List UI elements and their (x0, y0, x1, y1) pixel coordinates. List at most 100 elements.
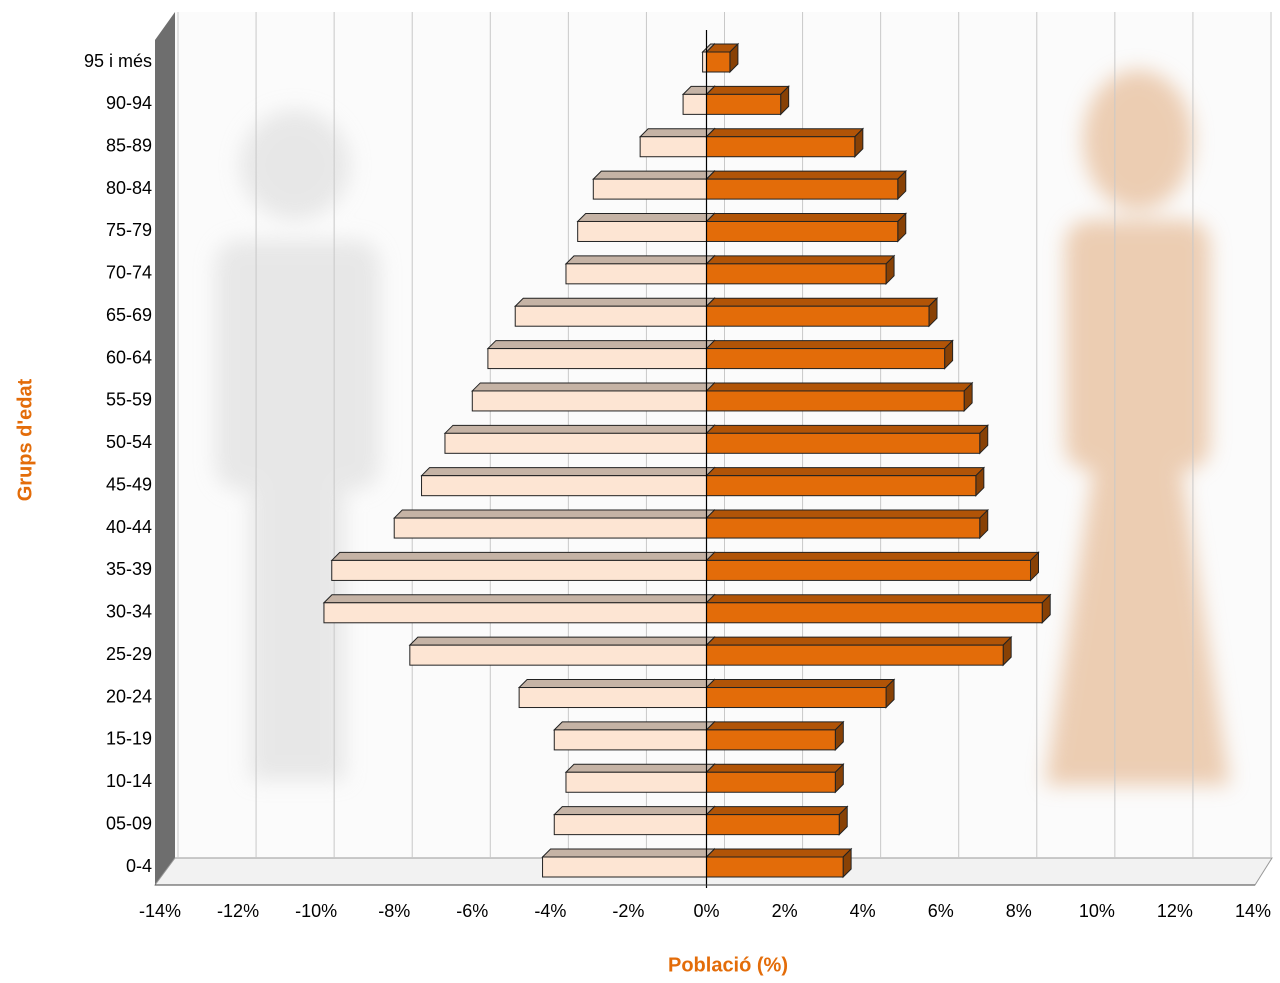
y-tick-label: 70-74 (106, 263, 152, 283)
y-tick-label: 05-09 (106, 813, 152, 833)
y-tick-label: 15-19 (106, 729, 152, 749)
bar (706, 220, 899, 242)
bar-top (705, 763, 845, 773)
bar-top (705, 806, 849, 816)
bar-top (705, 721, 845, 731)
bar-top (514, 297, 716, 307)
bar (706, 687, 887, 709)
bar (565, 771, 707, 793)
bar (444, 432, 707, 454)
bar-top (705, 679, 896, 689)
x-tick-label: 6% (928, 901, 954, 921)
y-tick-label: 95 i més (84, 51, 152, 71)
bar (514, 305, 707, 327)
x-tick-label: 10% (1079, 901, 1115, 921)
y-tick-label: 85-89 (106, 135, 152, 155)
bar (706, 348, 946, 370)
bar-top (705, 340, 954, 350)
bar-top (705, 382, 974, 392)
bar-top (393, 509, 716, 519)
x-tick-label: -2% (612, 901, 644, 921)
y-tick-label: 35-39 (106, 559, 152, 579)
x-tick-label: -12% (217, 901, 259, 921)
bar (682, 93, 707, 115)
bar-top (322, 594, 716, 604)
bar-top (576, 212, 716, 222)
bar-top (330, 551, 716, 561)
y-tick-label: 80-84 (106, 178, 152, 198)
bar (706, 51, 731, 73)
y-tick-label: 20-24 (106, 686, 152, 706)
bar-top (705, 848, 853, 858)
y-tick-label: 60-64 (106, 347, 152, 367)
bar (706, 644, 1004, 666)
bar (471, 390, 707, 412)
y-tick-label: 10-14 (106, 771, 152, 791)
bar (706, 305, 930, 327)
bar (706, 517, 981, 539)
bar (393, 517, 707, 539)
bar (331, 559, 707, 581)
bar (706, 602, 1043, 624)
bar-top (486, 340, 716, 350)
x-tick-label: 14% (1235, 901, 1271, 921)
y-tick-label: 45-49 (106, 474, 152, 494)
y-tick-label: 75-79 (106, 220, 152, 240)
y-tick-label: 0-4 (126, 856, 152, 876)
bar (577, 220, 707, 242)
bar (565, 263, 707, 285)
bar (706, 263, 887, 285)
y-tick-label: 65-69 (106, 305, 152, 325)
bar (706, 771, 836, 793)
bar (542, 856, 707, 878)
bar-top (443, 424, 716, 434)
x-tick-label: -4% (534, 901, 566, 921)
x-tick-label: 8% (1006, 901, 1032, 921)
bar (639, 136, 707, 158)
bar-top (408, 636, 716, 646)
bar-top (705, 212, 907, 222)
bar-top (517, 679, 716, 689)
bar (518, 687, 708, 709)
bar-top (705, 594, 1052, 604)
bar (553, 729, 708, 751)
bar-top (705, 551, 1040, 561)
bar-top (705, 255, 896, 265)
bar-top (592, 170, 716, 180)
bar-top (705, 128, 865, 138)
y-axis-title: Grups d'edat (14, 378, 36, 501)
bar-top (471, 382, 716, 392)
bar (553, 814, 708, 836)
bar-top (705, 424, 989, 434)
x-tick-label: 4% (850, 901, 876, 921)
bar-top (564, 763, 716, 773)
x-tick-label: -6% (456, 901, 488, 921)
y-tick-label: 25-29 (106, 644, 152, 664)
x-tick-label: -8% (378, 901, 410, 921)
bar-top (553, 806, 716, 816)
y-tick-label: 40-44 (106, 517, 152, 537)
bar (421, 475, 707, 497)
bar (706, 432, 981, 454)
bar (706, 93, 782, 115)
bar-top (705, 467, 986, 477)
y-tick-label: 55-59 (106, 390, 152, 410)
x-tick-label: -14% (139, 901, 181, 921)
x-tick-label: 12% (1157, 901, 1193, 921)
bar-top (705, 170, 907, 180)
x-tick-label: -10% (295, 901, 337, 921)
bar-top (541, 848, 716, 858)
bar (706, 814, 840, 836)
bar (706, 390, 965, 412)
bar-top (553, 721, 716, 731)
y-tick-label: 90-94 (106, 93, 152, 113)
y-tick-label: 50-54 (106, 432, 152, 452)
side-wall (155, 12, 175, 885)
bar (706, 559, 1031, 581)
bar (409, 644, 707, 666)
bar-top (705, 509, 989, 519)
x-tick-label: 0% (693, 901, 719, 921)
bar (706, 178, 899, 200)
bar (592, 178, 708, 200)
bar-top (705, 85, 790, 95)
